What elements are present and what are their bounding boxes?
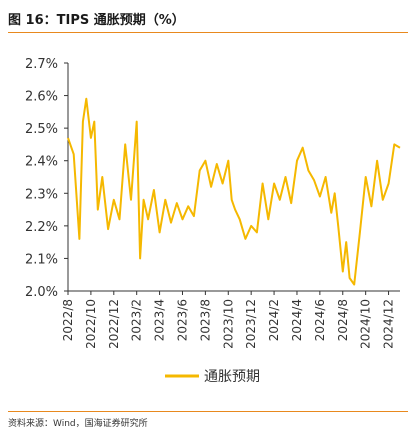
series-line [67, 97, 401, 286]
y-tick-label: 2.0% [25, 285, 58, 300]
y-tick-label: 2.1% [25, 252, 58, 267]
legend-label: 通胀预期 [204, 369, 260, 385]
x-tick-label: 2024/2 [267, 299, 281, 341]
y-tick-label: 2.6% [25, 90, 58, 105]
x-tick-label: 2023/10 [221, 299, 235, 349]
x-tick-label: 2024/12 [382, 299, 396, 349]
x-tick-label: 2023/4 [153, 299, 167, 341]
line-chart: 2.0%2.1%2.2%2.3%2.4%2.5%2.6%2.7% 2022/8 2… [25, 57, 401, 385]
y-tick-label: 2.3% [25, 187, 58, 202]
bottom-rule [8, 411, 408, 412]
plot-area [67, 97, 401, 286]
x-tick-label: 2024/6 [313, 299, 327, 341]
legend: 通胀预期 [165, 369, 260, 385]
y-axis: 2.0% 2.1% 2.2% 2.3% 2.4% 2.5% 2.6% 2.7% [25, 57, 69, 300]
figure-title: 图 16：TIPS 通胀预期（%） [8, 13, 185, 28]
top-rule [8, 32, 408, 33]
y-tick-label: 2.7% [25, 57, 58, 72]
x-tick-label: 2023/12 [244, 299, 258, 349]
x-tick-label: 2024/8 [336, 299, 350, 341]
x-tick-label: 2023/2 [130, 299, 144, 341]
x-tick-label: 2024/10 [359, 299, 373, 349]
x-axis: 2022/8 2022/10 2022/12 2023/2 2023/4 2023/6 20… [61, 290, 400, 349]
y-tick-label: 2.2% [25, 220, 58, 235]
y-tick-label: 2.5% [25, 122, 58, 137]
x-tick-label: 2023/6 [175, 299, 189, 341]
x-tick-label: 2022/8 [61, 299, 75, 341]
x-tick-label: 2024/4 [290, 299, 304, 341]
x-tick-label: 2022/12 [107, 299, 121, 349]
x-tick-label: 2023/8 [198, 299, 212, 341]
x-tick-label: 2022/10 [84, 299, 98, 349]
y-tick-label: 2.4% [25, 155, 58, 170]
